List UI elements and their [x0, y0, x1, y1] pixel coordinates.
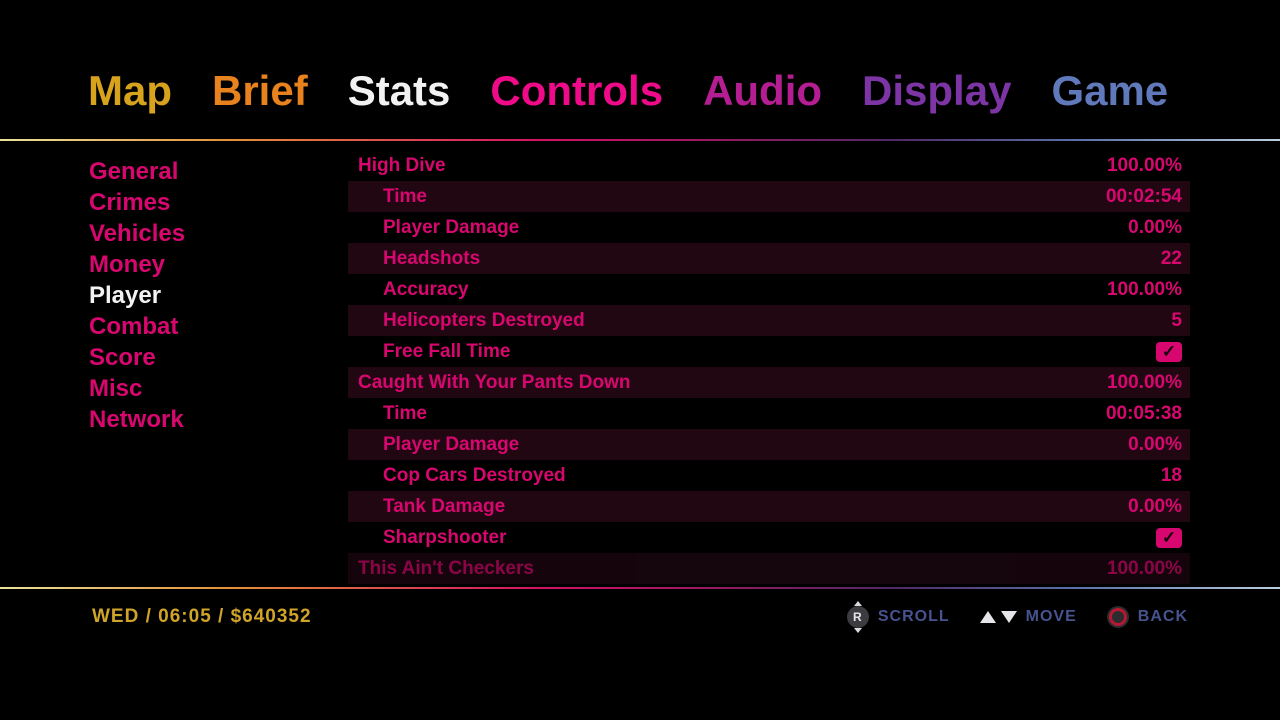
day-time-money-readout: WED / 06:05 / $640352: [92, 606, 312, 627]
sidebar-item-misc[interactable]: Misc: [89, 375, 143, 402]
stat-row: Cop Cars Destroyed 18: [348, 460, 1190, 491]
stat-label: Tank Damage: [383, 495, 506, 517]
stat-row: This Ain't Checkers 100.00%: [348, 553, 1190, 584]
stat-value: 0.00%: [1128, 495, 1182, 517]
stat-value: 22: [1160, 247, 1182, 269]
stats-category-sidebar: General Crimes Vehicles Money Player Com…: [89, 156, 185, 435]
stat-label: Player Damage: [383, 216, 520, 238]
stat-value: 5: [1171, 309, 1182, 331]
stat-label: Headshots: [383, 247, 481, 269]
stat-label: Cop Cars Destroyed: [383, 464, 566, 486]
stat-row: Sharpshooter ✓: [348, 522, 1190, 553]
stat-label: This Ain't Checkers: [358, 557, 534, 579]
stat-row: Headshots 22: [348, 243, 1190, 274]
header-separator-line: [0, 139, 1280, 141]
checked-checkbox-icon: ✓: [1156, 527, 1182, 548]
stat-value: 100.00%: [1106, 278, 1182, 300]
move-hint-label: MOVE: [1025, 608, 1077, 625]
stat-value: 100.00%: [1106, 557, 1182, 579]
tab-controls[interactable]: Controls: [490, 67, 664, 114]
circle-button-icon: [1106, 606, 1129, 628]
stat-label: Sharpshooter: [383, 526, 507, 548]
stat-row: Tank Damage 0.00%: [348, 491, 1190, 522]
sidebar-item-score[interactable]: Score: [89, 344, 156, 371]
stat-label: Accuracy: [383, 278, 469, 300]
updown-arrows-icon: [979, 611, 1017, 623]
sidebar-item-combat[interactable]: Combat: [89, 313, 179, 340]
checked-checkbox-icon: ✓: [1156, 341, 1182, 362]
sidebar-item-player[interactable]: Player: [89, 282, 162, 309]
stat-row: Time 00:05:38: [348, 398, 1190, 429]
stat-value: 00:05:38: [1105, 402, 1182, 424]
tab-map[interactable]: Map: [88, 67, 172, 114]
stat-value: 0.00%: [1128, 216, 1182, 238]
sidebar-item-money[interactable]: Money: [89, 251, 166, 278]
tab-stats[interactable]: Stats: [347, 67, 451, 114]
up-arrow-icon: [979, 611, 996, 623]
stat-row: Player Damage 0.00%: [348, 212, 1190, 243]
move-hint: MOVE: [979, 608, 1077, 626]
stat-value: 18: [1160, 464, 1182, 486]
stat-value: 0.00%: [1128, 433, 1182, 455]
right-stick-updown-icon: R: [846, 601, 869, 633]
stat-value: 100.00%: [1106, 154, 1182, 176]
stat-label: Player Damage: [383, 433, 520, 455]
down-arrow-icon: [1000, 611, 1017, 623]
stat-label: Caught With Your Pants Down: [358, 371, 631, 393]
footer-separator-line: [0, 587, 1280, 589]
stat-row: Caught With Your Pants Down 100.00%: [348, 367, 1190, 398]
controller-hints: R SCROLL MOVE BACK: [846, 601, 1188, 633]
scroll-hint-label: SCROLL: [877, 608, 950, 625]
stat-label: Time: [383, 402, 428, 424]
sidebar-item-general[interactable]: General: [89, 158, 179, 185]
stat-row: Player Damage 0.00%: [348, 429, 1190, 460]
stat-label: Time: [383, 185, 428, 207]
stat-row: Free Fall Time ✓: [348, 336, 1190, 367]
stat-value: 100.00%: [1106, 371, 1182, 393]
stat-row: Helicopters Destroyed 5: [348, 305, 1190, 336]
tab-audio[interactable]: Audio: [703, 67, 823, 114]
stat-row: Time 00:02:54: [348, 181, 1190, 212]
tab-display[interactable]: Display: [862, 67, 1012, 114]
back-hint: BACK: [1106, 606, 1188, 628]
stat-value: 00:02:54: [1105, 185, 1182, 207]
back-hint-label: BACK: [1137, 608, 1188, 625]
tab-brief[interactable]: Brief: [212, 67, 308, 114]
status-bar: WED / 06:05 / $640352 R SCROLL MOVE BACK: [92, 600, 1188, 634]
circle-button-ring: [1108, 608, 1127, 626]
top-nav: Map Brief Stats Controls Audio Display G…: [88, 70, 1168, 112]
player-stats-list[interactable]: High Dive 100.00% Time 00:02:54 Player D…: [348, 150, 1190, 586]
stat-row: Accuracy 100.00%: [348, 274, 1190, 305]
stat-label: Free Fall Time: [383, 340, 511, 362]
stat-label: Helicopters Destroyed: [383, 309, 585, 331]
scroll-hint: R SCROLL: [846, 601, 950, 633]
tab-game[interactable]: Game: [1051, 67, 1169, 114]
sidebar-item-vehicles[interactable]: Vehicles: [89, 220, 186, 247]
sidebar-item-crimes[interactable]: Crimes: [89, 189, 171, 216]
stat-row: High Dive 100.00%: [348, 150, 1190, 181]
stat-label: High Dive: [358, 154, 446, 176]
sidebar-item-network[interactable]: Network: [89, 406, 184, 433]
